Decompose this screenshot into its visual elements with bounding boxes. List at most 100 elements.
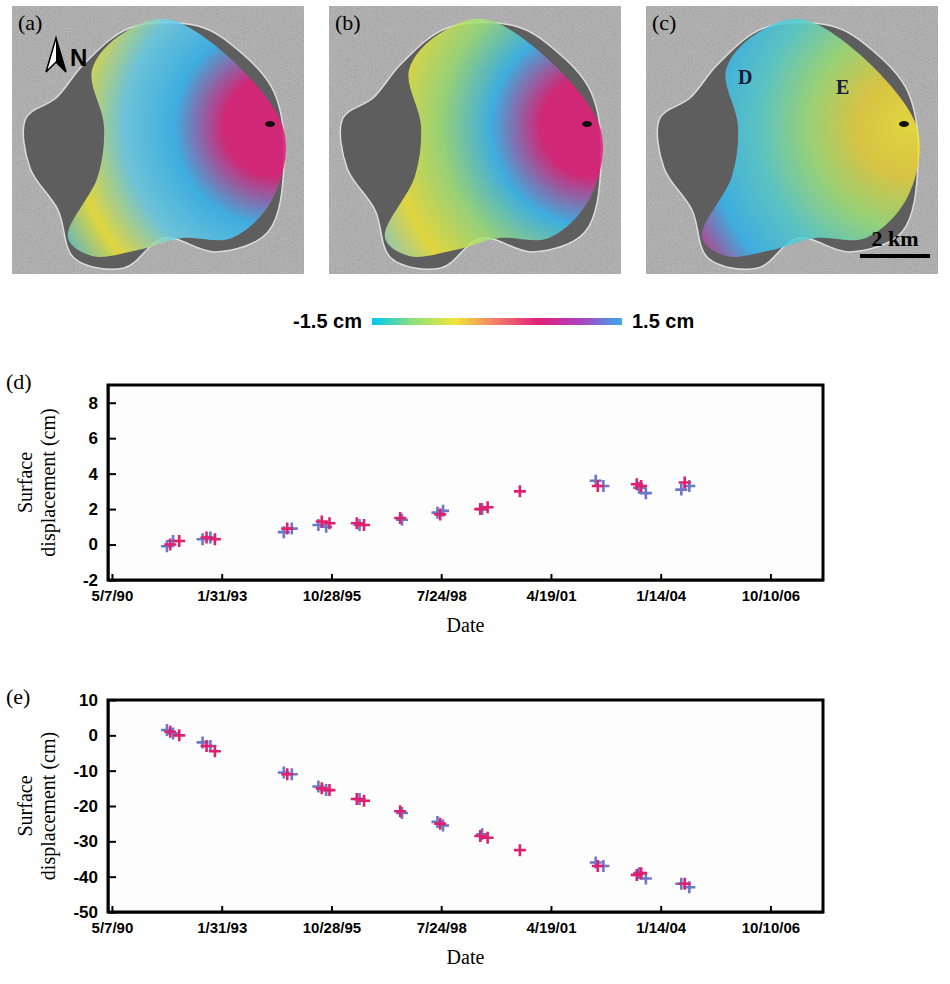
image-panel: (b) — [329, 6, 621, 274]
data-point — [592, 860, 604, 872]
y-tick: 8 — [89, 394, 116, 413]
data-point — [358, 519, 370, 531]
north-arrow-shade — [56, 38, 66, 72]
sar-speckle — [329, 6, 621, 274]
x-tick-label: 4/19/01 — [526, 587, 576, 604]
y-tick-label: -30 — [73, 832, 98, 851]
y-axis: -50-40-30-20-10010 — [73, 691, 116, 922]
x-tick-label: 10/28/95 — [303, 919, 361, 936]
x-tick-label: 1/14/04 — [636, 919, 687, 936]
y-tick: -30 — [73, 832, 116, 851]
data-point — [201, 531, 213, 543]
y-tick: 0 — [89, 535, 116, 554]
x-tick-label: 4/19/01 — [526, 919, 576, 936]
data-point — [514, 844, 526, 856]
y-tick-label: -40 — [73, 868, 98, 887]
sar-background — [329, 6, 621, 274]
y-tick: 2 — [89, 500, 116, 519]
data-point — [396, 807, 408, 819]
chart: 5/7/901/31/9310/28/957/24/984/19/011/14/… — [83, 385, 824, 604]
y-tick-label: 0 — [89, 535, 98, 554]
data-point — [474, 830, 486, 842]
x-axis: 5/7/901/31/9310/28/957/24/984/19/011/14/… — [92, 906, 824, 936]
y-axis-title: Surfacedisplacement (cm) — [14, 732, 60, 880]
x-tick: 10/10/06 — [742, 906, 800, 936]
data-point — [323, 517, 335, 529]
x-tick: 10/28/95 — [303, 574, 361, 604]
y-tick: -40 — [73, 868, 116, 887]
y-tick: 6 — [89, 429, 116, 448]
panel-label: (e) — [6, 684, 30, 709]
y-tick: 0 — [89, 726, 116, 745]
x-tick: 1/14/04 — [636, 574, 687, 604]
data-point — [281, 523, 293, 535]
x-tick-label: 7/24/98 — [417, 587, 467, 604]
data-point — [358, 795, 370, 807]
plot-background — [108, 385, 823, 580]
crater — [265, 121, 275, 127]
plot-background — [108, 700, 823, 912]
interferogram — [702, 19, 920, 257]
crater — [582, 121, 592, 127]
scale-bar-label: 2 km — [871, 226, 918, 251]
interferogram — [385, 19, 603, 257]
x-tick: 1/31/93 — [197, 574, 247, 604]
data-point — [482, 501, 494, 513]
points — [161, 475, 695, 553]
data-point — [434, 508, 446, 520]
chart: 5/7/901/31/9310/28/957/24/984/19/011/14/… — [73, 691, 823, 936]
data-point — [167, 728, 179, 740]
data-point — [209, 745, 221, 757]
x-tick-label: 1/31/93 — [197, 587, 247, 604]
data-point — [396, 514, 408, 526]
x-tick: 1/31/93 — [197, 906, 247, 936]
data-point — [679, 477, 691, 489]
x-axis-title: Date — [447, 614, 485, 636]
x-tick-label: 10/10/06 — [742, 919, 800, 936]
image-panel: (c) D E 2 km — [646, 6, 938, 274]
interferogram — [68, 19, 286, 257]
y-tick-label: 0 — [89, 726, 98, 745]
y-tick: -10 — [73, 762, 116, 781]
scale-bar — [860, 254, 930, 258]
data-point — [635, 867, 647, 879]
data-point — [351, 517, 363, 529]
sar-speckle — [646, 6, 938, 274]
panel-label: (c) — [652, 10, 676, 35]
x-tick: 7/24/98 — [417, 574, 467, 604]
data-point — [437, 819, 449, 831]
panel-label: (d) — [6, 369, 32, 394]
data-point — [394, 512, 406, 524]
data-point — [281, 768, 293, 780]
x-tick-label: 10/28/95 — [303, 587, 361, 604]
colorbar-label: -1.5 cm — [293, 310, 362, 332]
site-label: D — [738, 66, 752, 88]
data-point — [394, 805, 406, 817]
data-point — [592, 480, 604, 492]
colorbar — [372, 318, 622, 325]
data-point — [679, 878, 691, 890]
colorbar-label: 1.5 cm — [632, 310, 694, 332]
plot-frame — [108, 700, 823, 912]
figure: (a)N(b)(c)DE2 km-1.5 cm1.5 cm5/7/901/31/… — [0, 0, 950, 984]
data-point — [431, 507, 443, 519]
data-point — [316, 782, 328, 794]
sar-background — [12, 6, 304, 274]
data-point — [514, 485, 526, 497]
image-panel: (a)N — [12, 6, 304, 274]
y-tick-label: 2 — [89, 500, 98, 519]
plot-frame — [108, 385, 823, 580]
y-axis: -202468 — [83, 386, 116, 590]
x-tick: 10/28/95 — [303, 906, 361, 936]
points — [161, 724, 695, 893]
sar-background — [646, 6, 938, 274]
x-axis: 5/7/901/31/9310/28/957/24/984/19/011/14/… — [92, 574, 824, 604]
x-tick-label: 1/31/93 — [197, 919, 247, 936]
x-tick: 4/19/01 — [526, 906, 576, 936]
y-tick-label: 4 — [89, 465, 99, 484]
sar-speckle — [12, 6, 304, 274]
y-tick: -20 — [73, 797, 116, 816]
site-label: E — [836, 76, 849, 98]
y-tick-label: -50 — [73, 903, 98, 922]
x-tick: 10/10/06 — [742, 574, 800, 604]
